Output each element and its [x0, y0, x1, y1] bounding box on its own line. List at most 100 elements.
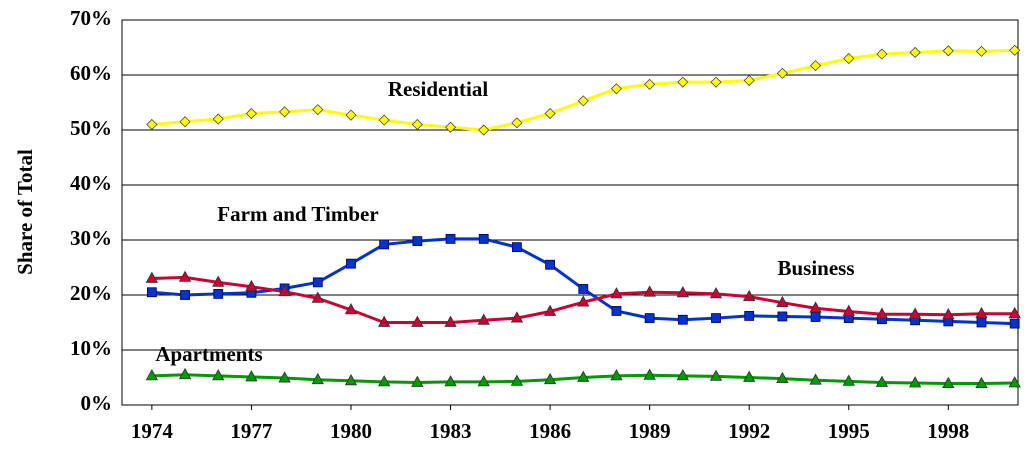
marker	[676, 369, 690, 381]
y-tick-label: 50%	[70, 116, 112, 140]
marker	[643, 368, 656, 380]
marker	[377, 375, 391, 387]
marker	[212, 113, 224, 125]
marker	[709, 369, 723, 381]
series-label: Apartments	[155, 342, 262, 366]
series-line	[151, 48, 1015, 132]
marker	[411, 315, 424, 327]
marker	[676, 285, 690, 298]
marker	[577, 95, 589, 107]
marker	[411, 118, 423, 131]
marker	[445, 233, 456, 244]
marker	[810, 312, 821, 322]
marker	[875, 307, 889, 319]
marker	[610, 287, 623, 299]
marker	[311, 291, 324, 303]
marker	[146, 287, 157, 298]
marker	[312, 104, 324, 116]
series-label: Residential	[388, 77, 489, 101]
y-tick-label: 40%	[70, 171, 112, 195]
marker	[378, 114, 390, 126]
marker	[577, 295, 590, 307]
marker	[411, 375, 424, 387]
marker	[212, 369, 225, 381]
marker	[512, 242, 522, 253]
marker	[975, 45, 988, 57]
y-tick-label: 60%	[70, 61, 112, 85]
x-tick-label: 1995	[828, 419, 870, 443]
y-tick-label: 70%	[70, 6, 112, 30]
marker	[875, 375, 889, 387]
marker	[677, 314, 688, 325]
marker	[644, 313, 655, 324]
marker	[743, 370, 756, 382]
y-tick-label: 10%	[70, 336, 112, 360]
marker	[611, 306, 622, 316]
marker	[545, 259, 555, 270]
marker	[543, 372, 557, 385]
marker	[180, 290, 190, 300]
marker	[643, 285, 656, 297]
marker	[610, 369, 623, 381]
marker	[843, 52, 855, 65]
marker	[743, 289, 756, 302]
marker	[245, 107, 257, 120]
marker	[444, 375, 457, 387]
marker	[975, 306, 988, 319]
x-tick-label: 1998	[927, 419, 969, 443]
marker	[311, 372, 324, 385]
marker	[178, 270, 192, 282]
marker	[809, 301, 822, 313]
marker	[146, 118, 158, 131]
marker	[245, 370, 258, 382]
x-tick-label: 1989	[629, 419, 671, 443]
marker	[810, 60, 822, 72]
marker	[278, 284, 291, 297]
marker	[711, 313, 721, 324]
x-tick-label: 1983	[430, 419, 472, 443]
marker	[444, 121, 457, 133]
marker	[1008, 306, 1021, 319]
marker	[379, 239, 390, 250]
marker	[510, 374, 524, 386]
marker	[477, 375, 490, 387]
marker	[744, 310, 755, 321]
marker	[975, 376, 988, 388]
marker	[478, 233, 489, 244]
marker	[412, 236, 423, 247]
marker	[710, 76, 722, 88]
marker	[478, 124, 490, 136]
marker	[346, 258, 356, 269]
marker	[212, 275, 225, 287]
series-label: Business	[777, 256, 854, 280]
x-tick-label: 1974	[131, 419, 174, 443]
marker	[942, 376, 955, 388]
x-tick-label: 1992	[728, 419, 770, 443]
marker	[644, 78, 656, 90]
y-tick-label: 30%	[70, 226, 112, 250]
marker	[377, 315, 391, 327]
marker	[942, 307, 955, 320]
marker	[577, 370, 590, 382]
marker	[876, 48, 888, 60]
marker	[213, 288, 224, 299]
marker	[976, 317, 987, 328]
marker	[279, 106, 291, 118]
marker	[908, 307, 922, 319]
x-tick-label: 1977	[230, 419, 272, 443]
marker	[776, 295, 789, 308]
marker	[145, 271, 159, 283]
x-tick-label: 1980	[330, 419, 372, 443]
marker	[942, 45, 954, 57]
marker	[344, 373, 358, 386]
y-axis-label: Share of Total	[13, 149, 37, 275]
marker	[178, 367, 192, 380]
series-line	[151, 237, 1015, 326]
marker	[809, 373, 822, 385]
marker	[842, 374, 855, 386]
marker	[245, 279, 258, 292]
marker	[444, 315, 457, 327]
marker	[776, 371, 789, 384]
marker	[179, 116, 191, 128]
